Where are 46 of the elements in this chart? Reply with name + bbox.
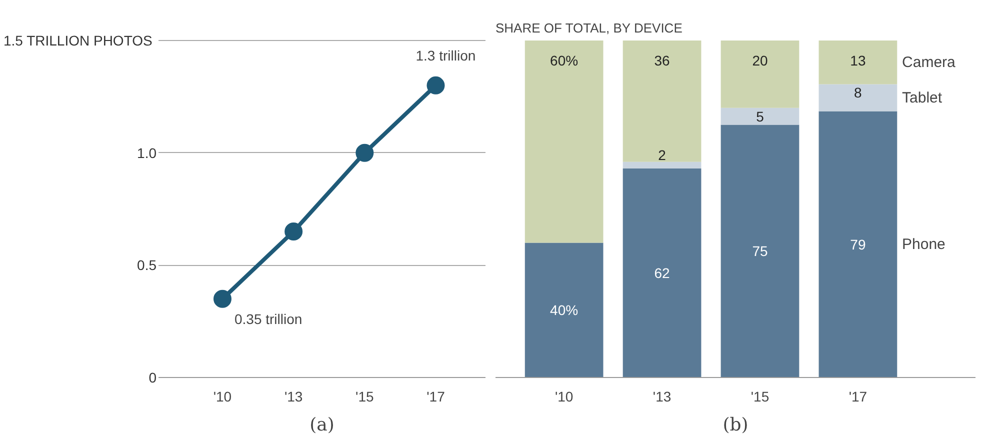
x-tick-label: '17 (426, 388, 446, 404)
data-label: 13 (850, 52, 866, 69)
x-tick-label: '13 (652, 388, 672, 404)
bar (818, 111, 898, 378)
text: (b) (722, 414, 748, 436)
x-tick-label: '17 (848, 388, 868, 404)
point (213, 290, 232, 308)
data-label: 75 (752, 243, 768, 260)
text: (a) (310, 414, 334, 436)
x-tick-label: '13 (284, 388, 303, 404)
y-tick-label: 0.5 (137, 257, 157, 274)
bar (818, 40, 898, 84)
bar (818, 84, 898, 112)
series-label: Camera (902, 54, 956, 71)
annotation: 1.3 trillion (416, 47, 476, 64)
data-label: 8 (854, 84, 862, 101)
data-label: 36 (654, 52, 670, 69)
data-label: 79 (850, 236, 866, 252)
data-label: 20 (752, 52, 768, 69)
y-tick-label: 0 (148, 370, 157, 386)
data-label: 62 (654, 265, 670, 282)
bar (720, 108, 800, 125)
chart-title: SHARE OF TOTAL, BY DEVICE (496, 20, 683, 36)
point (284, 222, 303, 240)
series-label: Tablet (902, 89, 943, 106)
x-tick-label: '10 (554, 388, 574, 404)
bar (622, 168, 702, 378)
bar (524, 242, 604, 378)
bar (524, 40, 604, 243)
series-label: Phone (902, 236, 946, 253)
x-tick-label: '15 (356, 388, 374, 404)
point (426, 76, 445, 94)
data-label: 2 (658, 147, 666, 164)
data-label: 60% (550, 52, 578, 69)
x-tick-label: '10 (213, 388, 232, 404)
point (356, 144, 374, 162)
y-tick-label: 1.5 TRILLION PHOTOS (3, 32, 152, 48)
data-label: 40% (550, 302, 578, 318)
bar (720, 124, 800, 378)
bar (622, 40, 702, 162)
x-tick-label: '15 (750, 388, 770, 404)
annotation: 0.35 trillion (234, 310, 302, 327)
y-tick-label: 1.0 (137, 144, 157, 161)
bar (720, 40, 800, 108)
bar (622, 162, 702, 169)
data-label: 5 (756, 108, 764, 124)
